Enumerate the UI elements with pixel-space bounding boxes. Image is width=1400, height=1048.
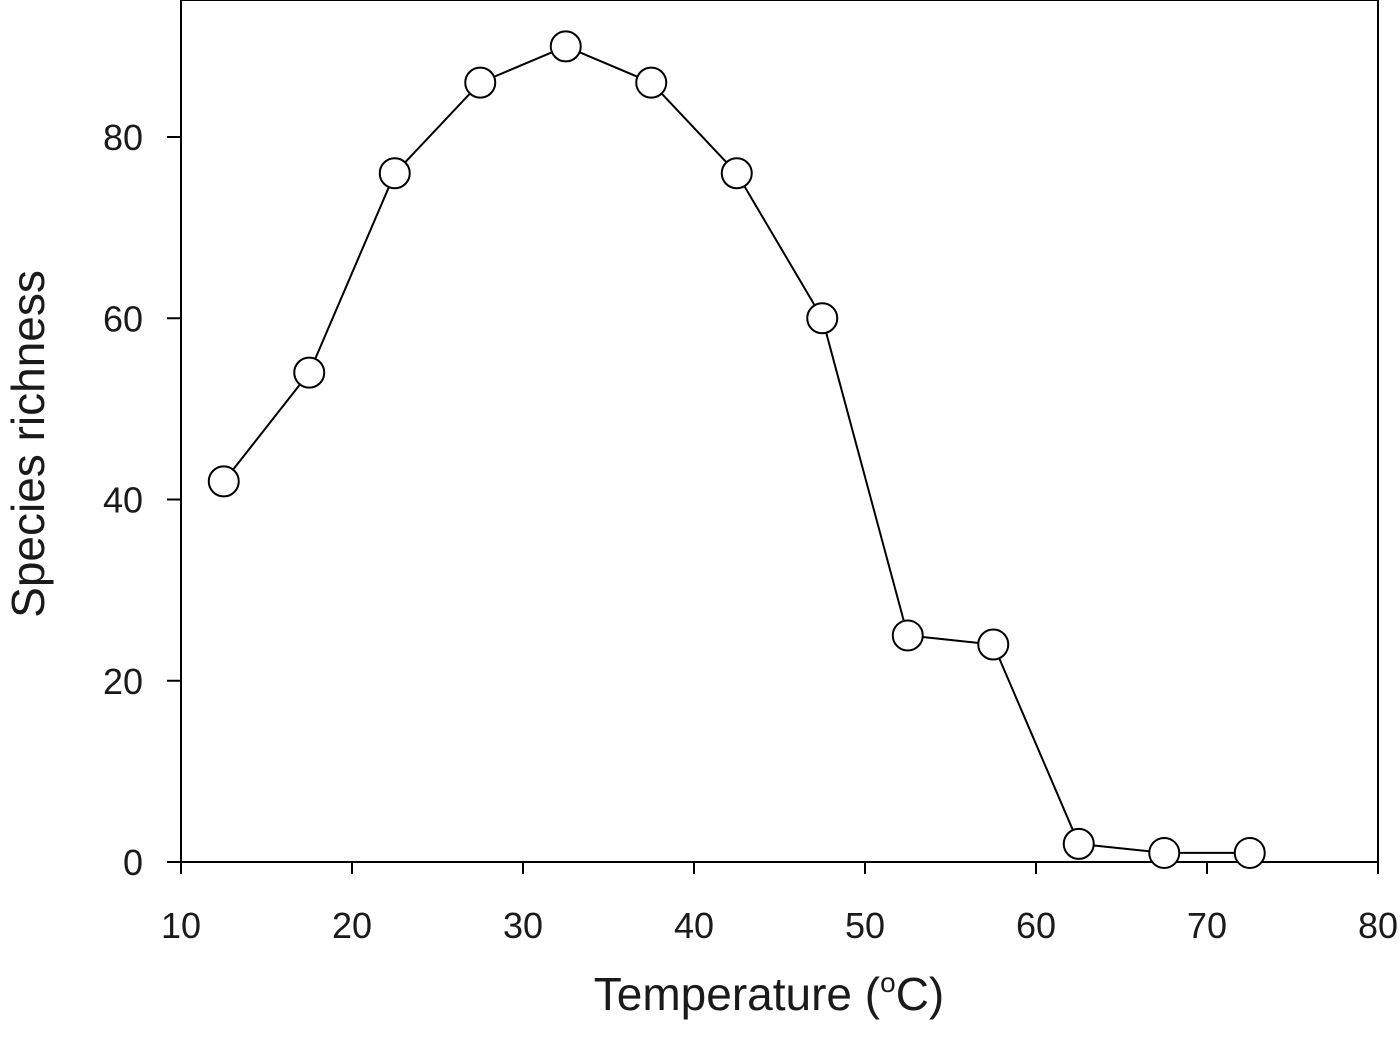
y-tick-label: 80 [103,117,143,158]
x-tick-label: 40 [674,905,714,946]
plot-frame [180,0,1379,863]
data-point [891,619,924,652]
series-layer [207,30,1266,869]
data-point [806,302,839,335]
data-point [1233,836,1266,869]
data-point [1062,827,1095,860]
y-tick-label: 40 [103,480,143,521]
x-axis-ticks: 10 20 30 40 50 60 70 80 [161,862,1398,946]
x-tick-label: 60 [1016,905,1056,946]
data-point [378,157,411,190]
x-tick-label: 10 [161,905,201,946]
data-point [293,356,326,389]
data-point [464,66,497,99]
y-axis-ticks: 0 20 40 60 80 [103,117,181,883]
y-tick-label: 60 [103,298,143,339]
x-tick-label: 50 [845,905,885,946]
y-tick-label: 0 [123,842,143,883]
x-tick-label: 80 [1358,905,1398,946]
x-tick-label: 30 [503,905,543,946]
y-axis-title: Species richness [2,270,54,618]
x-axis-title-superscript: o [880,967,896,998]
data-point [207,465,240,498]
data-point [549,30,582,63]
x-axis-title: Temperature (oC) [594,967,944,1020]
y-tick-label: 20 [103,661,143,702]
data-point [1148,836,1181,869]
x-tick-label: 70 [1187,905,1227,946]
data-point [635,66,668,99]
data-point [977,628,1010,661]
x-tick-label: 20 [332,905,372,946]
data-point [720,157,753,190]
